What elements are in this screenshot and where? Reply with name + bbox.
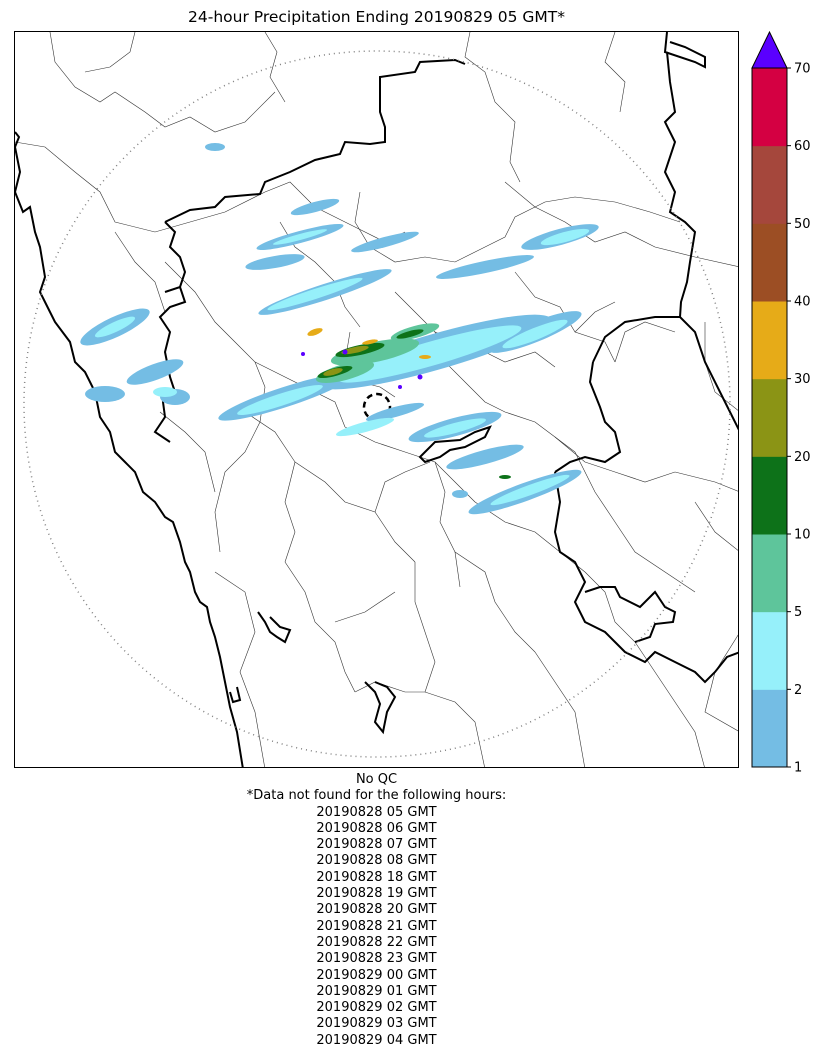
colorbar-segment <box>752 68 787 147</box>
colorbar-frame <box>751 67 788 768</box>
colorbar-tick-label: 2 <box>794 683 802 698</box>
missing-hour: 20190829 04 GMT <box>316 1032 437 1048</box>
colorbar-tick-label: 50 <box>794 217 811 232</box>
colorbar-tick-label: 60 <box>794 139 811 154</box>
missing-header: *Data not found for the following hours: <box>246 788 507 804</box>
colorbar-tick-label: 40 <box>794 295 811 310</box>
colorbar-segment <box>752 301 787 380</box>
missing-hour: 20190828 20 GMT <box>316 902 437 918</box>
colorbar-segment <box>752 611 787 690</box>
colorbar-extend-arrow <box>751 30 788 69</box>
colorbar-tick-label: 70 <box>794 62 811 77</box>
colorbar-segment <box>752 378 787 457</box>
missing-hour: 20190828 06 GMT <box>316 820 437 836</box>
colorbar-segment <box>752 145 787 224</box>
colorbar-segment <box>752 456 787 535</box>
colorbar: 1 2 5 10 20 30 40 50 60 70 <box>745 28 825 776</box>
missing-hour: 20190828 18 GMT <box>316 869 437 885</box>
missing-hour: 20190828 07 GMT <box>316 837 437 853</box>
precipitation-echoes <box>80 143 599 515</box>
colorbar-tick-label: 5 <box>794 605 802 620</box>
missing-hour: 20190828 23 GMT <box>316 951 437 967</box>
colorbar-canvas: 1 2 5 10 20 30 40 50 60 70 <box>751 30 811 776</box>
colorbar-tick-label: 1 <box>794 761 802 774</box>
missing-hour: 20190829 01 GMT <box>316 983 437 999</box>
missing-hour: 20190828 08 GMT <box>316 853 437 869</box>
colorbar-segment <box>752 223 787 302</box>
missing-hour: 20190829 00 GMT <box>316 967 437 983</box>
state-boundaries <box>15 32 738 767</box>
map-canvas <box>15 32 738 767</box>
colorbar-tick-label: 20 <box>794 450 811 465</box>
missing-hour: 20190828 05 GMT <box>316 804 437 820</box>
colorbar-tick-label: 30 <box>794 372 811 387</box>
colorbar-segment <box>752 534 787 613</box>
missing-hour: 20190828 22 GMT <box>316 934 437 950</box>
missing-hour: 20190828 19 GMT <box>316 886 437 902</box>
missing-hour: 20190828 21 GMT <box>316 918 437 934</box>
colorbar-segment <box>752 689 787 768</box>
missing-hour: 20190829 02 GMT <box>316 1000 437 1016</box>
map-title: 24-hour Precipitation Ending 20190829 05… <box>188 8 565 26</box>
radar-range-ring <box>23 50 731 758</box>
missing-hour: 20190829 03 GMT <box>316 1016 437 1032</box>
qc-note: No QC <box>355 772 398 787</box>
map-notes: No QC *Data not found for the following … <box>14 772 739 1049</box>
precipitation-map <box>14 31 739 768</box>
colorbar-tick-label: 10 <box>794 528 811 543</box>
